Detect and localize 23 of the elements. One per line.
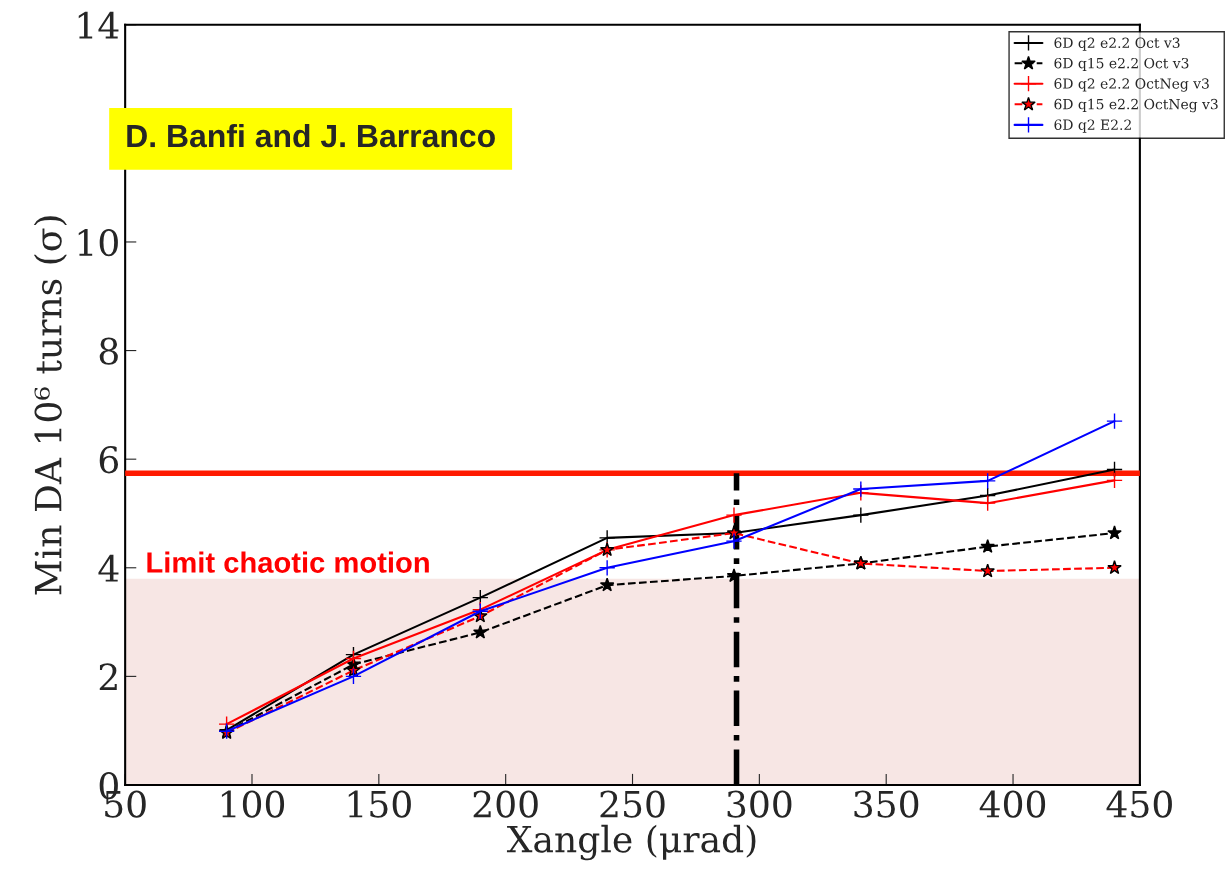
y-tick-label: 8	[99, 337, 118, 365]
annotation: D. Banfi and J. Barranco	[127, 123, 495, 148]
y-tick-label: 6	[99, 446, 119, 474]
legend-label: 6D q2 e2.2 Oct v3	[1054, 37, 1180, 51]
legend-label: 6D q15 e2.2 OctNeg v3	[1054, 98, 1218, 113]
band-label: Limit chaotic motion	[147, 551, 429, 573]
legend-label: 6D q2 e2.2 OctNeg v3	[1054, 78, 1209, 92]
x-tick-label: 450	[1106, 790, 1172, 818]
x-tick-label: 200	[473, 790, 538, 818]
x-tick-label: 100	[221, 790, 285, 818]
y-tick-label: 4	[98, 554, 119, 582]
y-tick-label: 10	[78, 228, 118, 257]
x-tick-label: 250	[600, 790, 665, 818]
x-tick-label: 350	[854, 790, 919, 818]
legend-label: 6D q15 e2.2 Oct v3	[1054, 57, 1189, 72]
y-axis-title: Min DA 10⁶ turns (σ)	[33, 216, 67, 595]
legend-label: 6D q2 E2.2	[1054, 119, 1131, 133]
y-tick-label: 14	[78, 11, 119, 39]
y-tick-label: 2	[99, 663, 117, 691]
x-tick-label: 300	[727, 790, 792, 818]
x-tick-label: 150	[348, 790, 411, 818]
x-tick-label: 400	[979, 790, 1046, 818]
x-axis-title: Xangle (μrad)	[506, 824, 756, 861]
